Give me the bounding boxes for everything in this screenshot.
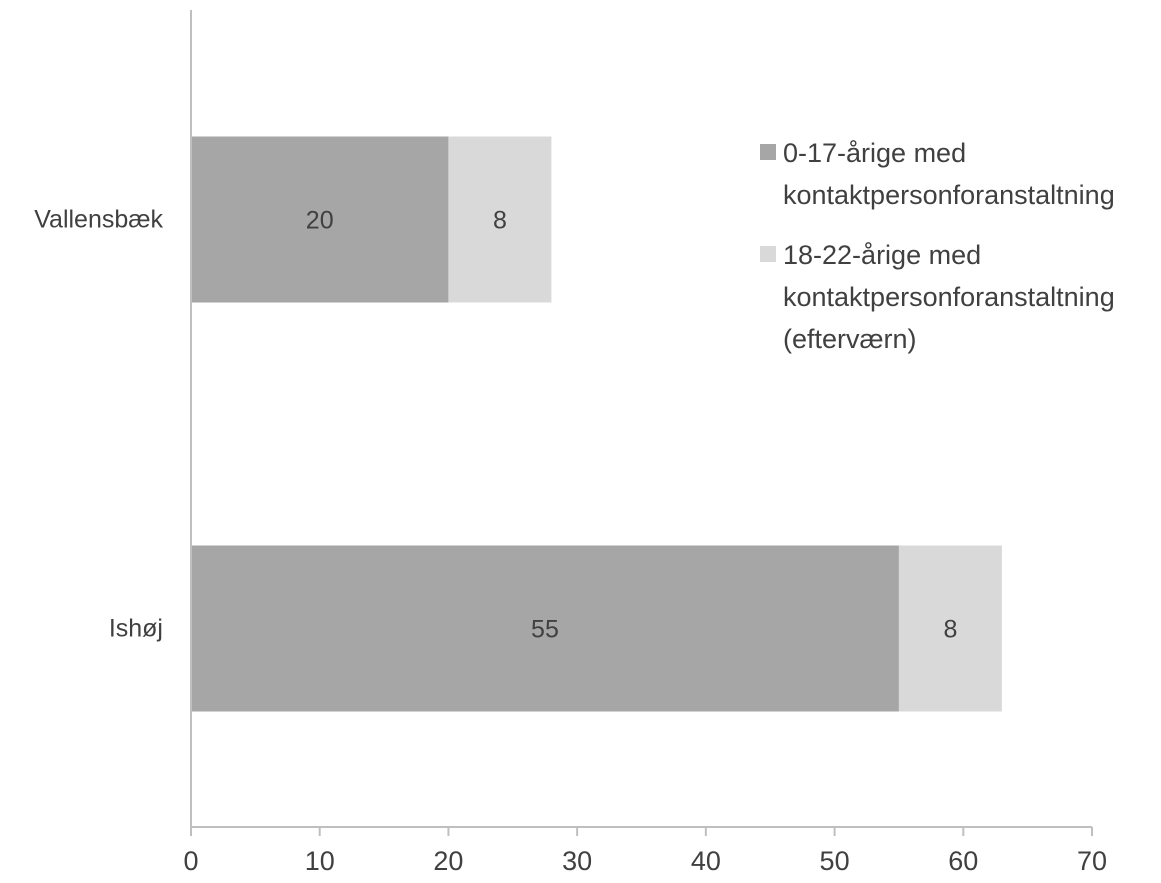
x-tick-label: 10 [305, 846, 335, 876]
bar-2-1 [448, 136, 552, 303]
legend-item-series-2: 18-22-årige med kontaktpersonforanstaltn… [760, 234, 1160, 360]
data-label: 8 [943, 616, 957, 644]
x-tick-label: 50 [820, 846, 850, 876]
x-tick-label: 30 [562, 846, 592, 876]
bars-layer [191, 136, 1002, 712]
data-label: 55 [531, 616, 559, 644]
x-tick-label: 70 [1077, 846, 1107, 876]
bar-1-1 [191, 136, 449, 303]
legend-swatch-series-1 [760, 144, 776, 160]
labels-layer: 0 10 20 30 40 50 60 70 20 8 Vallensbæk 55 8 Ishøj [34, 206, 1107, 877]
legend-label-series-1: 0-17-årige med kontaktpersonforanstaltni… [783, 138, 1115, 210]
legend: 0-17-årige med kontaktpersonforanstaltni… [760, 132, 1160, 378]
data-label: 8 [493, 207, 507, 235]
data-label: 20 [306, 207, 334, 235]
x-tick-label: 40 [691, 846, 721, 876]
legend-swatch-series-2 [760, 246, 776, 262]
x-tick-label: 60 [948, 846, 978, 876]
axes-layer [190, 10, 1093, 836]
legend-item-series-1: 0-17-årige med kontaktpersonforanstaltni… [760, 132, 1160, 216]
category-label: Ishøj [109, 615, 163, 643]
x-tick-label: 0 [183, 846, 198, 876]
bar-2-2 [898, 545, 1002, 712]
category-label: Vallensbæk [34, 206, 163, 234]
bar-1-2 [191, 545, 899, 712]
x-tick-label: 20 [433, 846, 463, 876]
legend-label-series-2: 18-22-årige med kontaktpersonforanstaltn… [783, 240, 1115, 354]
